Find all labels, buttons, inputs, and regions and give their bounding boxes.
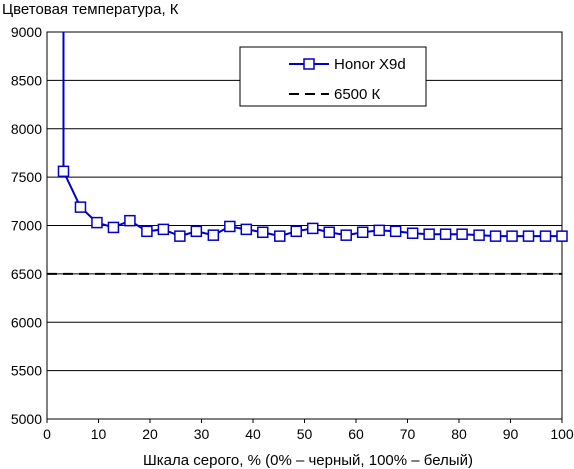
data-point-marker [340,229,352,241]
legend: Honor X9d 6500 К [239,46,427,107]
data-point-marker [141,225,153,238]
x-tick-label: 70 [400,426,416,442]
y-tick-label: 9000 [11,24,42,40]
data-point-marker [240,223,253,236]
x-tick-label: 90 [503,426,519,442]
data-point-marker [190,225,203,238]
y-tick-label: 5000 [11,411,42,427]
data-point-marker [207,229,220,241]
data-point-marker [506,230,518,242]
data-point-marker [522,230,535,242]
y-tick-label: 8000 [11,121,42,137]
x-tick-label: 80 [451,426,467,442]
y-tick-label: 6500 [11,266,42,282]
x-tick-label: 20 [142,426,158,442]
x-tick-label: 0 [43,426,51,442]
x-tick-label: 40 [245,426,261,442]
data-point-marker [539,230,552,242]
data-point-marker [224,220,236,233]
data-point-marker [489,230,502,242]
data-point-marker [74,201,87,213]
data-point-marker [406,227,419,239]
y-tick-label: 5500 [11,363,42,379]
data-point-marker [456,228,468,240]
x-axis-label: Шкала серого, % (0% – черный, 100% – бел… [143,452,473,469]
x-tick-label: 10 [91,426,107,442]
x-tick-label: 30 [194,426,210,442]
x-tick-label: 50 [297,426,313,442]
data-point-marker [356,226,369,239]
data-point-marker [323,226,335,239]
data-point-marker [290,225,303,238]
data-point-marker [91,216,103,229]
data-point-marker [174,230,186,242]
x-axis-ticks: 0 10 20 30 40 50 60 70 80 90 100 [43,419,574,442]
y-tick-label: 7500 [11,169,42,185]
data-point-marker [107,221,120,234]
plot-area-frame [46,31,563,420]
data-point-marker [124,214,136,227]
data-point-marker [556,230,568,242]
data-point-marker [423,228,435,240]
data-point-marker [473,229,485,241]
y-tick-label: 6000 [11,314,42,330]
data-point-marker [57,165,70,178]
x-tick-label: 60 [348,426,364,442]
legend-series-marker [303,58,315,70]
legend-reference-label: 6500 К [334,86,381,103]
data-point-marker [389,225,402,238]
data-point-marker [439,228,452,240]
data-point-marker [373,224,385,237]
series-honor-x9d [57,32,568,242]
data-point-marker [306,222,319,235]
x-tick-label: 100 [550,426,574,442]
legend-box [239,46,427,107]
y-axis-ticks: 5000 5500 6000 6500 7000 7500 8000 8500 9000 [11,24,42,427]
y-axis-label: Цветовая температура, К [2,1,179,18]
data-point-marker [257,226,269,239]
y-tick-label: 8500 [11,72,42,88]
data-point-marker [274,230,286,242]
data-point-marker [157,223,170,236]
y-tick-label: 7000 [11,218,42,234]
legend-series-label: Honor X9d [334,56,406,73]
